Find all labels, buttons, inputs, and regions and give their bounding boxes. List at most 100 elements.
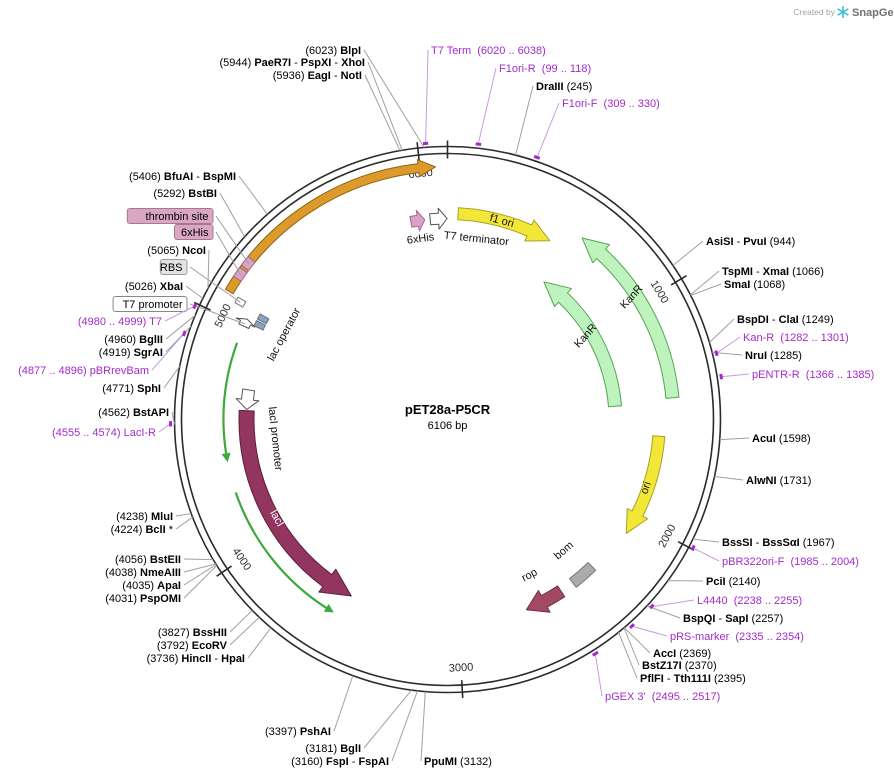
sgrai-line: [165, 325, 192, 353]
watermark-brand: SnapGene: [852, 7, 894, 19]
acui: AcuI (1598): [752, 433, 811, 445]
pgex3-primer-site-mark: [591, 650, 599, 657]
bstapi: (4562) BstAPI: [98, 407, 169, 419]
xbai-line: [185, 285, 204, 299]
kan-r-primer-site-mark: [714, 350, 719, 357]
paer7i-pspxi-xhoi: (5944) PaeR7I - PspXI - XhoI: [219, 57, 365, 69]
feature-arc-f1-ori: [457, 207, 551, 242]
ncoi-line: [207, 249, 210, 289]
orf-arrowhead-orf-a: [221, 452, 231, 463]
bgli: (3181) BglI: [305, 743, 361, 755]
bom-label: bom: [552, 539, 576, 562]
blpi-line: [363, 49, 425, 148]
f1ori-f-primer-line: [536, 102, 560, 158]
nmeaiii-line: [183, 563, 216, 573]
rop-label: rop: [520, 566, 540, 584]
bstbi: (5292) BstBI: [153, 188, 217, 200]
bglii: (4960) BglII: [104, 334, 163, 346]
his-n-label-box: [174, 224, 214, 240]
t7-primer-line: [164, 305, 196, 322]
prs-marker-primer-line: [631, 625, 668, 637]
orf-arrow-orf-b: [234, 492, 327, 609]
laci-r-primer: (4555 .. 4574) LacI-R: [52, 427, 156, 439]
mlui: (4238) MluI: [116, 511, 173, 523]
draiii: DraIII (245): [536, 81, 592, 93]
pentr-r-primer: pENTR-R (1366 .. 1385): [752, 369, 874, 381]
orf-arrow-orf-a: [222, 342, 239, 454]
l4440-primer-line: [651, 599, 695, 608]
feature-arc-rop: [525, 585, 566, 613]
f1ori-r-primer: F1ori-R (99 .. 118): [499, 63, 591, 75]
his-n-label-line: [215, 231, 242, 276]
feature-arc-lac-operator-a: [253, 320, 266, 331]
bspdi-clai-line: [709, 318, 735, 343]
smai-line: [690, 283, 722, 296]
prs-marker-primer-site-mark: [628, 623, 636, 630]
ppumi: PpuMI (3132): [424, 756, 492, 768]
mlui-line: [175, 513, 192, 517]
pbr322ori-f-primer: pBR322ori-F (1985 .. 2004): [722, 556, 859, 568]
bstz17i-line: [623, 627, 640, 666]
rbs-label-box: [159, 259, 188, 275]
pflfi-tth111i: PflFI - Tth111I (2395): [640, 673, 746, 685]
position-tick: [670, 274, 687, 286]
pbrrevbam-primer-site-mark: [181, 330, 187, 337]
pshai-line: [333, 675, 354, 732]
pentr-r-primer-site-mark: [719, 373, 724, 380]
smai: SmaI (1068): [724, 279, 785, 291]
position-tick-label: 4000: [230, 546, 254, 573]
bglii-line: [165, 314, 196, 340]
feature-arc-lac-operator-b: [256, 313, 270, 325]
laci-r-primer-line: [158, 423, 171, 433]
pgex3-primer-line: [594, 653, 603, 697]
kan-r-primer-line: [716, 336, 741, 354]
pbr322ori-f-primer-site-mark: [690, 544, 696, 551]
bsssi-bsssai: BssSI - BssSαI (1967): [722, 537, 835, 549]
feature-arc-kanr-outer: [581, 237, 680, 399]
watermark-created-by: Created by: [793, 7, 835, 17]
thrombin-site-label: thrombin site: [146, 211, 209, 223]
tspmi-xmai-line: [690, 270, 720, 296]
hincii-hpai-line: [247, 627, 272, 659]
prs-marker-primer: pRS-marker (2335 .. 2354): [670, 631, 804, 643]
pspomi: (4031) PspOMI: [105, 593, 181, 605]
apai: (4035) ApaI: [122, 580, 181, 592]
bsshii: (3827) BssHII: [158, 627, 227, 639]
kan-r-primer: Kan-R (1282 .. 1301): [743, 332, 849, 344]
position-tick: [216, 565, 232, 577]
t7-primer-site-mark: [192, 302, 198, 310]
feature-arc-bom: [569, 561, 597, 588]
blpi: (6023) BlpI: [305, 45, 361, 57]
l4440-primer: L4440 (2238 .. 2255): [697, 595, 802, 607]
t7-term-primer: T7 Term (6020 .. 6038): [431, 45, 546, 57]
position-tick: [193, 301, 211, 311]
pbrrevbam-primer: (4877 .. 4896) pBRrevBam: [18, 365, 149, 377]
pbr322ori-f-primer-line: [692, 547, 720, 562]
sphi: (4771) SphI: [102, 383, 161, 395]
plasmid-size: 6106 bp: [428, 420, 468, 432]
sphi-line: [163, 365, 181, 389]
ppumi-line: [420, 691, 426, 762]
feature-arc-his-c: [409, 209, 426, 232]
bsteii-line: [183, 558, 214, 561]
eagi-noti-line: [364, 74, 401, 151]
pgex3-primer: pGEX 3' (2495 .. 2517): [605, 691, 720, 703]
bgli-line: [363, 689, 412, 749]
xbai: (5026) XbaI: [125, 281, 183, 293]
bsteii: (4056) BstEII: [115, 554, 181, 566]
f1ori-r-primer-line: [477, 67, 497, 145]
plasmid-name: pET28a-P5CR: [405, 402, 491, 417]
bcli-line: [175, 516, 193, 530]
nmeaiii: (4038) NmeAIII: [105, 567, 181, 579]
orf-arrowhead-orf-b: [323, 604, 334, 613]
f1ori-f-primer-site-mark: [533, 154, 541, 160]
feature-arc-orf-p5cr: [224, 159, 437, 295]
position-tick-label: 3000: [449, 661, 474, 674]
pentr-r-primer-line: [721, 373, 750, 378]
pspomi-line: [183, 565, 218, 599]
alwni-line: [714, 476, 744, 481]
snapgene-logo-icon: [837, 5, 849, 19]
pflfi-tth111i-line: [618, 632, 638, 679]
laci-promoter-label: lacI promoter: [266, 406, 285, 471]
